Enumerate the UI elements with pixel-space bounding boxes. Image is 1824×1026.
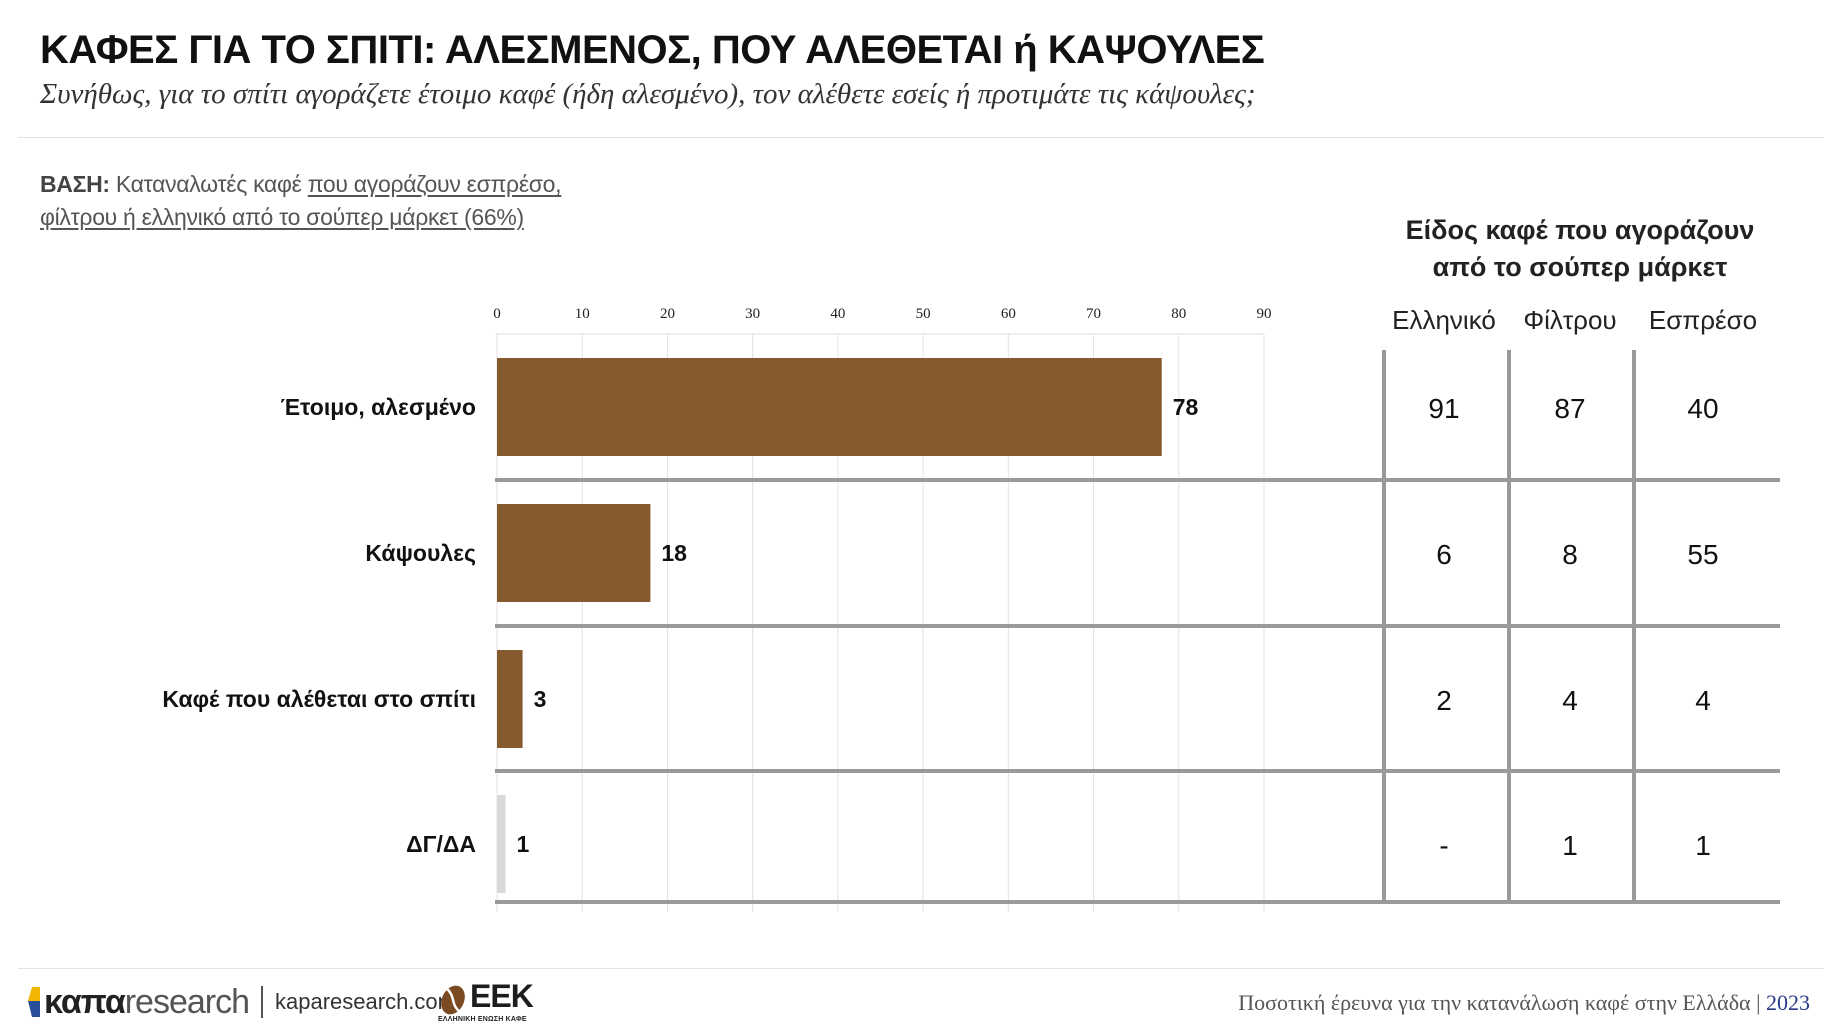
bar bbox=[497, 504, 651, 602]
x-tick-label: 90 bbox=[1257, 306, 1272, 322]
base-text-underlined-1: που αγοράζουν εσπρέσο, bbox=[307, 171, 562, 197]
table-cell: 6 bbox=[1436, 539, 1452, 570]
base-label: ΒΑΣΗ: bbox=[40, 171, 110, 197]
x-tick-label: 10 bbox=[575, 306, 590, 322]
table-cell: 1 bbox=[1562, 830, 1578, 861]
study-footer: Ποσοτική έρευνα για την κατανάλωση καφέ … bbox=[1238, 990, 1810, 1016]
table-cell: 8 bbox=[1562, 539, 1578, 570]
kapa-research-logo: καπαresearch kaparesearch.com bbox=[18, 978, 456, 1026]
category-label: ΔΓ/ΔΑ bbox=[406, 831, 476, 857]
base-note: ΒΑΣΗ: Καταναλωτές καφέ που αγοράζουν εσπ… bbox=[40, 168, 562, 234]
base-text-underlined-2: φίλτρου ή ελληνικό από το σούπερ μάρκετ … bbox=[40, 204, 524, 230]
category-label: Έτοιμο, αλεσμένο bbox=[281, 394, 476, 420]
table-title: Είδος καφέ που αγοράζουν από το σούπερ μ… bbox=[1380, 212, 1780, 286]
table-column-header: Ελληνικό bbox=[1392, 305, 1496, 335]
x-tick-label: 0 bbox=[493, 306, 501, 322]
table-cell: 4 bbox=[1562, 685, 1578, 716]
chart: 0 10 20 30 40 50 60 70 80 90 Έτοιμο, αλεσμένο Κάψο… bbox=[162, 305, 1780, 912]
table-cell: 87 bbox=[1554, 393, 1585, 424]
study-name: Ποσοτική έρευνα για την κατανάλωση καφέ … bbox=[1238, 990, 1761, 1015]
bar bbox=[497, 795, 506, 893]
page-title: ΚΑΦΕΣ ΓΙΑ ΤΟ ΣΠΙΤΙ: ΑΛΕΣΜΕΝΟΣ, ΠΟΥ ΑΛΕΘΕ… bbox=[40, 28, 1265, 72]
eek-subtitle: ΕΛΛΗΝΙΚΗ ΕΝΩΣΗ ΚΑΦΕ bbox=[438, 1016, 527, 1023]
x-tick-label: 80 bbox=[1171, 306, 1186, 322]
table-title-line-2: από το σούπερ μάρκετ bbox=[1432, 252, 1728, 282]
data-label: 3 bbox=[534, 686, 547, 712]
table-cell: - bbox=[1439, 830, 1448, 861]
kapa-wordmark-light: research bbox=[124, 982, 250, 1021]
footer-separator bbox=[261, 986, 263, 1018]
table-cell: 2 bbox=[1436, 685, 1452, 716]
bar bbox=[497, 358, 1162, 456]
table-column-header: Εσπρέσο bbox=[1649, 305, 1757, 335]
table-cell: 55 bbox=[1687, 539, 1718, 570]
x-tick-label: 60 bbox=[1001, 306, 1016, 322]
table-cell: 91 bbox=[1428, 393, 1459, 424]
x-tick-label: 50 bbox=[916, 306, 931, 322]
coffee-bean-icon bbox=[441, 985, 465, 1015]
category-label: Κάψουλες bbox=[365, 540, 476, 566]
kapa-mark-icon bbox=[28, 987, 40, 1017]
data-label: 1 bbox=[517, 831, 530, 857]
study-year: 2023 bbox=[1766, 990, 1810, 1015]
table-cell: 40 bbox=[1687, 393, 1718, 424]
table-title-line-1: Είδος καφέ που αγοράζουν bbox=[1405, 215, 1755, 245]
x-tick-label: 40 bbox=[830, 306, 845, 322]
table-cell: 1 bbox=[1695, 830, 1711, 861]
category-label: Καφέ που αλέθεται στο σπίτι bbox=[162, 686, 476, 712]
footer-divider bbox=[18, 968, 1824, 969]
table-column-header: Φίλτρου bbox=[1523, 305, 1616, 335]
data-label: 18 bbox=[661, 540, 687, 566]
page-subtitle: Συνήθως, για το σπίτι αγοράζετε έτοιμο κ… bbox=[40, 78, 1256, 110]
bar bbox=[497, 650, 523, 748]
data-label: 78 bbox=[1173, 394, 1199, 420]
kapa-wordmark: καπαresearch bbox=[44, 982, 250, 1022]
footer-url[interactable]: kaparesearch.com bbox=[275, 989, 456, 1014]
eek-wordmark: ΕΕΚ bbox=[470, 978, 534, 1014]
x-tick-label: 20 bbox=[660, 306, 675, 322]
header-divider bbox=[18, 137, 1824, 138]
x-tick-label: 30 bbox=[745, 306, 760, 322]
base-text: Καταναλωτές καφέ bbox=[115, 171, 302, 197]
table-cell: 4 bbox=[1695, 685, 1711, 716]
kapa-wordmark-bold: καπα bbox=[44, 982, 126, 1021]
x-tick-label: 70 bbox=[1086, 306, 1101, 322]
eek-logo: ΕΕΚ ΕΛΛΗΝΙΚΗ ΕΝΩΣΗ ΚΑΦΕ bbox=[436, 978, 546, 1026]
